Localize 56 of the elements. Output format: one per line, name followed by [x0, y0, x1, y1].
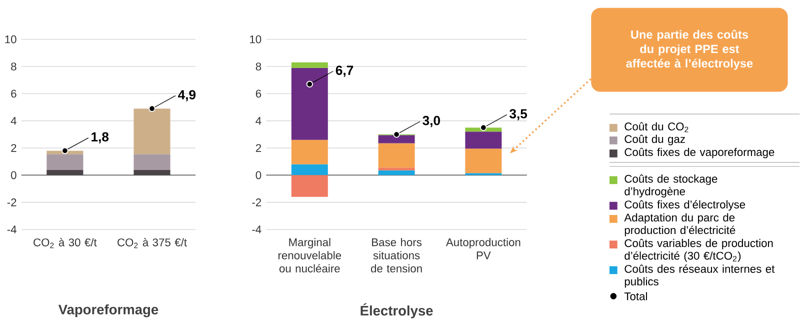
y-tick-label: 8 — [256, 62, 262, 70]
bar — [378, 134, 415, 144]
y-tick-label: 6 — [256, 90, 262, 98]
point — [480, 124, 487, 131]
y-tick-label: 4 — [10, 116, 16, 124]
y-tick-label: -4 — [7, 225, 16, 234]
data-label: 6,7 — [336, 65, 354, 77]
y-tick-label: -2 — [7, 198, 16, 206]
legend-label: Coûts fixes d’électrolyse — [624, 200, 746, 210]
bar — [291, 174, 328, 197]
bar — [291, 140, 328, 164]
bar — [291, 62, 328, 68]
bar — [291, 68, 328, 140]
y-tick-label: 6 — [11, 90, 16, 98]
y-tick-label: 2 — [11, 144, 16, 152]
y-tick-label: 0 — [256, 171, 262, 179]
bar — [378, 143, 415, 168]
x-axis-title: Électrolyse — [360, 303, 433, 318]
legend-label: Coûts fixes de vaporeformage — [624, 148, 774, 158]
y-tick-label: 2 — [256, 144, 262, 152]
text: Une partie des coûts du projet PPE est affectée à l’électrolyse — [626, 30, 753, 70]
y-tick-label: -4 — [252, 225, 262, 234]
bar — [465, 148, 502, 173]
legend-label: Coûts variables de production d’électricité (30 €/tCO$_{2}$) — [624, 238, 773, 262]
x-tick-label: Marginal renouvelable ou nucléaire — [278, 238, 342, 272]
data-label: 4,9 — [178, 90, 196, 102]
y-tick-label: 10 — [250, 35, 262, 44]
bar — [134, 170, 170, 175]
legend-label: Coûts des réseaux internes et publics — [624, 264, 775, 288]
y-tick-label: 0 — [11, 171, 16, 179]
y-tick-label: 10 — [5, 35, 16, 44]
x-tick-label: Autoproduction PV — [446, 238, 520, 260]
legend-label: Coût du CO$_{2}$ — [624, 122, 688, 132]
bar — [46, 154, 84, 170]
y-tick-label: -2 — [252, 198, 262, 206]
bar — [46, 170, 84, 175]
data-label: 1,8 — [92, 132, 109, 144]
data-label: 3,0 — [422, 116, 440, 127]
x-tick-label: CO$_{2}$ à 375 €/t — [118, 238, 187, 248]
legend-label: Adaptation du parc de production d’électricité — [624, 213, 736, 236]
data-label: 3,5 — [509, 108, 528, 120]
y-tick-label: 4 — [256, 116, 262, 124]
legend-label: Coût du gaz — [624, 134, 685, 146]
bar — [465, 132, 502, 148]
x-tick-label: CO$_{2}$ à 30 €/t — [34, 238, 97, 248]
bar — [134, 154, 170, 170]
y-tick-label: 8 — [11, 62, 16, 70]
bar — [134, 108, 170, 154]
x-tick-label: Base hors situations de tension — [370, 238, 422, 272]
x-axis-title: Vaporeformage — [58, 304, 158, 318]
point — [306, 80, 313, 88]
bar — [291, 164, 328, 175]
bar — [378, 170, 415, 175]
bar — [378, 168, 415, 170]
legend-label: Coûts de stockage d’hydrogène — [624, 174, 718, 198]
legend-label: Total — [624, 292, 647, 300]
